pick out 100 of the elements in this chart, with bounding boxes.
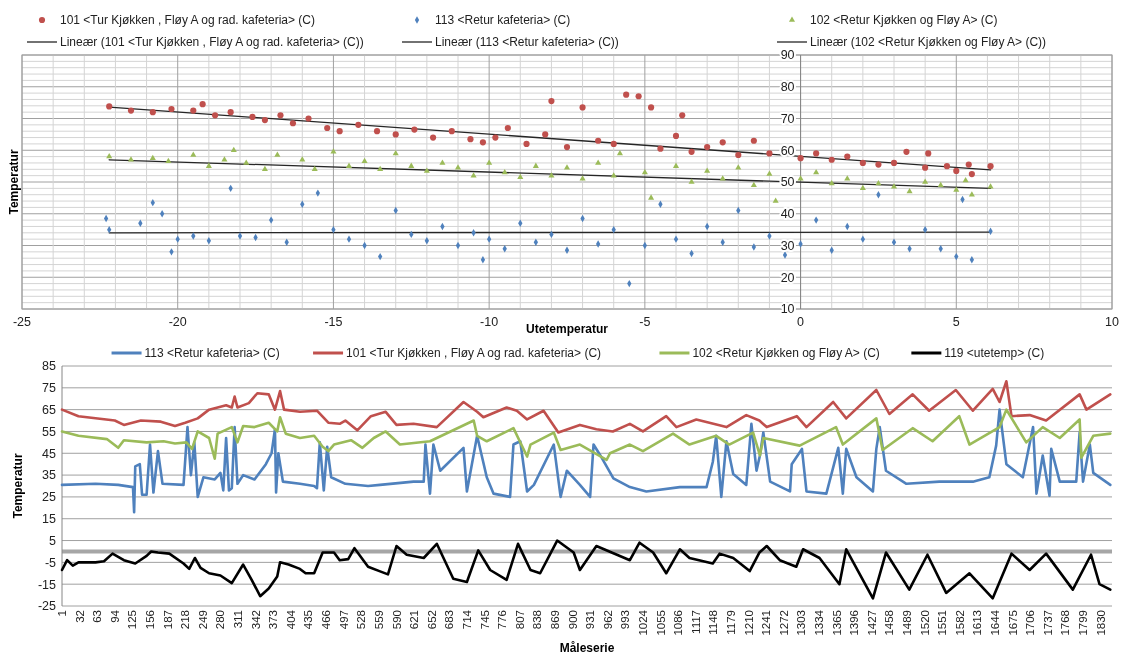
point [719,139,726,146]
point [610,140,617,147]
point [330,148,337,154]
point [430,134,437,141]
legend-label: 101 <Tur Kjøkken , Fløy A og rad. kafeteria> (C) [346,346,602,361]
point [532,162,539,168]
x-tick-label: 187 [161,610,174,630]
point [243,159,250,165]
legend-label: Lineær (113 <Retur kafeteria> (C)) [435,35,619,50]
point [305,115,312,122]
x-tick-label: 931 [584,610,597,630]
point [392,149,399,156]
x-tick-label: 993 [619,610,632,630]
point [890,183,898,189]
point [127,107,135,114]
line-series [60,539,1112,600]
x-tick-label: 0 [797,315,805,329]
x-tick-label: 1117 [689,610,702,634]
x-tick-label: 1768 [1059,610,1072,636]
x-tick-label: 249 [196,610,209,630]
x-tick-label: 125 [126,610,139,630]
x-tick-label: -15 [324,315,343,329]
x-tick-label: 1799 [1077,610,1090,636]
y-tick-label: 5 [49,533,57,548]
x-tick-label: 1737 [1041,610,1054,636]
point [274,151,281,157]
x-tick-label: 10 [1105,315,1119,329]
x-tick-label: 590 [390,610,403,630]
point [199,101,206,108]
point [616,149,623,156]
y-axis-title: Temperatur [11,453,26,519]
x-tick-label: 1086 [672,610,685,636]
point [355,121,362,128]
point [813,150,820,157]
point [299,156,306,162]
x-tick-label: 1644 [989,609,1002,636]
legend-label: 113 <Retur kafeteria> (C) [144,346,280,361]
y-tick-label: 45 [42,446,57,461]
point [772,197,779,203]
x-tick-label: 807 [513,610,526,630]
point [277,112,284,119]
point [672,132,680,140]
point [828,180,835,186]
x-tick-label: 342 [249,610,262,630]
x-tick-label: 869 [548,610,561,630]
x-axis-title: Utetemperatur [525,322,609,336]
point [501,168,508,175]
point [423,167,430,173]
x-tick-label: 528 [355,610,368,630]
point [595,159,602,165]
y-tick-label: -5 [44,555,57,570]
y-axis-title: Temperatur [7,149,22,215]
point [127,156,135,162]
x-tick-label: 683 [443,610,456,630]
y-tick-label: 10 [780,302,795,317]
legend-label: 119 <utetemp> (C) [944,346,1045,361]
x-tick-label: 1830 [1094,610,1107,636]
y-tick-label: 70 [780,111,795,126]
point [345,162,353,168]
y-tick-label: -15 [37,577,57,592]
point [523,140,530,147]
x-tick-label: 280 [214,610,227,630]
point [623,91,630,98]
x-tick-label: 1303 [795,610,808,636]
point [797,155,804,162]
x-tick-label: 1210 [742,610,755,636]
point [704,143,711,151]
y-tick-label: 15 [42,512,57,527]
x-tick-label: 714 [460,609,473,630]
x-tick-label: 1520 [918,610,931,636]
x-tick-label: 1241 [760,610,773,636]
x-tick-label: 1675 [1006,610,1019,636]
point [987,163,994,170]
point [190,107,197,114]
point [925,150,932,157]
line-series [60,408,1112,514]
y-tick-label: 55 [42,424,57,439]
point [563,143,571,151]
point [289,120,297,127]
point [190,151,197,157]
point [953,167,960,174]
x-tick-label: 404 [284,609,297,630]
x-tick-label: 1365 [830,610,843,636]
point [766,170,773,176]
x-tick-label: -20 [168,315,187,329]
x-tick-label: 1334 [813,609,825,636]
point [439,159,446,165]
x-tick-label: 1179 [724,610,737,635]
point [504,124,511,132]
point [987,183,994,189]
x-tick-label: 435 [302,610,315,630]
point [408,162,415,168]
x-tick-label: 1396 [848,610,861,636]
y-tick-label: 30 [780,238,795,253]
point [859,184,866,191]
y-tick-label: 65 [42,403,57,418]
point [411,126,418,133]
x-tick-label: 838 [531,610,544,630]
x-tick-label: -10 [480,315,499,329]
legend-label: 101 <Tur Kjøkken , Fløy A og rad. kafeteria> (C) [60,13,315,28]
